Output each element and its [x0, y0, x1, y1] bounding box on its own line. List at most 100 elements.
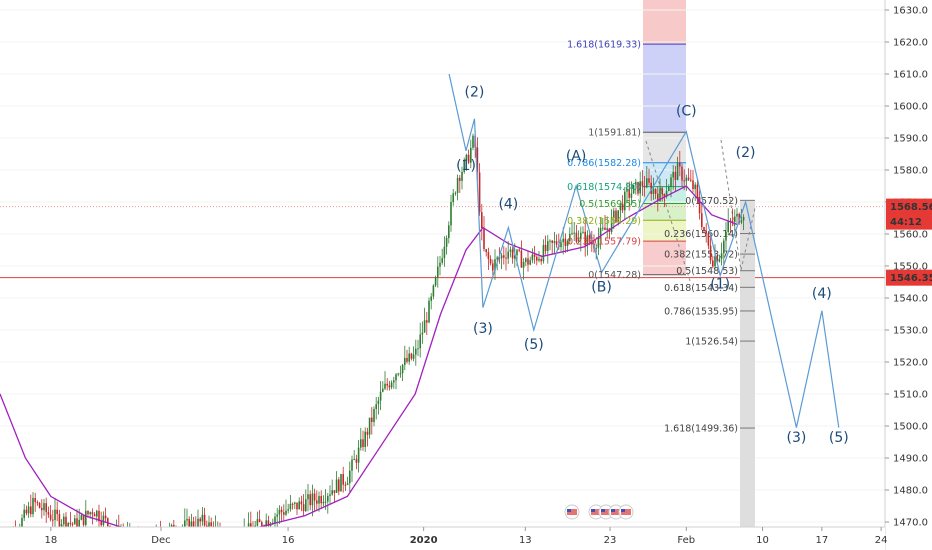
candle-body: [606, 228, 608, 230]
candle-body: [685, 177, 688, 182]
price-lines: [0, 206, 885, 279]
candle-body: [654, 189, 657, 194]
candle-body: [430, 296, 432, 301]
candle-body: [531, 254, 534, 261]
candle-body: [307, 494, 309, 500]
fib-extension-labels: 1.618(1619.33) 1(1591.81) 0.786(1582.28) 0.…: [567, 40, 641, 282]
candle-body: [69, 523, 72, 525]
candle-body: [586, 235, 589, 246]
wave-label-3: (4): [498, 196, 518, 212]
candle-body: [485, 249, 487, 253]
candle-body: [76, 518, 78, 531]
time-tick-label: 17: [815, 535, 828, 546]
candle-body: [386, 383, 388, 386]
economic-events[interactable]: [564, 504, 634, 520]
candle-body: [104, 515, 107, 519]
candle-body: [687, 177, 690, 180]
candle-body: [648, 178, 650, 183]
time-tick-label: 16: [282, 535, 295, 546]
elliott-wave-path[interactable]: [448, 73, 840, 428]
time-tick-label: 24: [875, 535, 888, 546]
candle-body: [575, 232, 578, 242]
candle-body: [102, 515, 105, 526]
candle-body: [364, 431, 366, 448]
candle-body: [670, 177, 672, 187]
candle-body: [432, 285, 435, 297]
candle-body: [536, 256, 538, 261]
candle-body: [80, 515, 83, 520]
candle-body: [426, 320, 428, 323]
candle-body: [25, 509, 28, 514]
candle-body: [621, 203, 624, 211]
candle-body: [496, 257, 498, 260]
candle-body: [514, 255, 516, 259]
candle-body: [588, 235, 591, 243]
candle-body: [401, 364, 404, 374]
candle-body: [555, 241, 558, 245]
candle-body: [309, 494, 311, 506]
candle-body: [731, 220, 734, 222]
wave-label-12: (5): [829, 430, 849, 446]
candle-body: [527, 258, 529, 265]
candle-body: [78, 519, 80, 531]
candle-body: [443, 246, 446, 259]
candle-body: [494, 259, 496, 271]
fib-zone-1: [643, 44, 686, 133]
event-flag-stripe-1: [591, 509, 601, 515]
candle-body: [538, 258, 540, 261]
candle-body: [419, 334, 421, 349]
candle-body: [300, 501, 303, 505]
fib-zone-6: [643, 220, 686, 242]
candle-body: [85, 510, 87, 525]
time-axis[interactable]: 18 Dec 16 2020 13 23 Feb 10 17 24: [0, 526, 888, 550]
candle-body: [302, 504, 305, 512]
candle-body: [294, 502, 296, 504]
candle-body: [650, 182, 652, 194]
candle-body: [335, 479, 338, 493]
candle-body: [632, 185, 635, 194]
candle-body: [639, 181, 641, 194]
candle-body: [184, 520, 186, 528]
candle-body: [49, 514, 52, 520]
candle-body: [203, 514, 206, 526]
candle-body: [382, 388, 384, 392]
fib-zone-5: [643, 203, 686, 221]
candle-body: [60, 524, 63, 527]
time-axis-bg: [0, 527, 885, 550]
candle-body: [569, 233, 571, 242]
candle-body: [93, 514, 96, 517]
event-flag-stripe-4: [621, 509, 631, 515]
candle-body: [703, 226, 705, 231]
candle-body: [375, 404, 377, 410]
price-tick-label: 1620.0: [893, 38, 928, 49]
wave-label-6: (B): [591, 280, 612, 296]
candle-body: [734, 216, 736, 222]
candle-body: [71, 523, 74, 525]
price-tick-label: 1630.0: [893, 6, 928, 17]
time-tick-label: 23: [604, 535, 617, 546]
candle-body: [379, 391, 382, 401]
candle-body: [445, 238, 448, 247]
candle-body: [41, 507, 43, 511]
candle-body: [533, 254, 536, 257]
candle-body: [87, 510, 89, 515]
candle-body: [659, 188, 661, 202]
candle-body: [470, 147, 472, 163]
candle-body: [23, 509, 25, 519]
candle-body: [199, 518, 201, 522]
price-tick-label: 1490.0: [893, 454, 928, 465]
candle-body: [261, 522, 263, 528]
fib-retracement[interactable]: 0(1570.52) 0.236(1560.14) 0.382(1553.72) 0.…: [645, 139, 756, 550]
price-tag-label-0: 1568.56: [890, 202, 932, 213]
price-tick-label: 1550.0: [893, 262, 928, 273]
candle-body: [54, 509, 56, 521]
candle-body: [21, 518, 23, 530]
candle-body: [390, 382, 393, 388]
candle-body: [362, 439, 364, 448]
candle-body: [522, 261, 525, 268]
event-flag-canton-4: [621, 509, 625, 512]
price-tick-label: 1470.0: [893, 518, 928, 529]
candle-body: [580, 232, 582, 240]
candle-body: [346, 483, 349, 485]
